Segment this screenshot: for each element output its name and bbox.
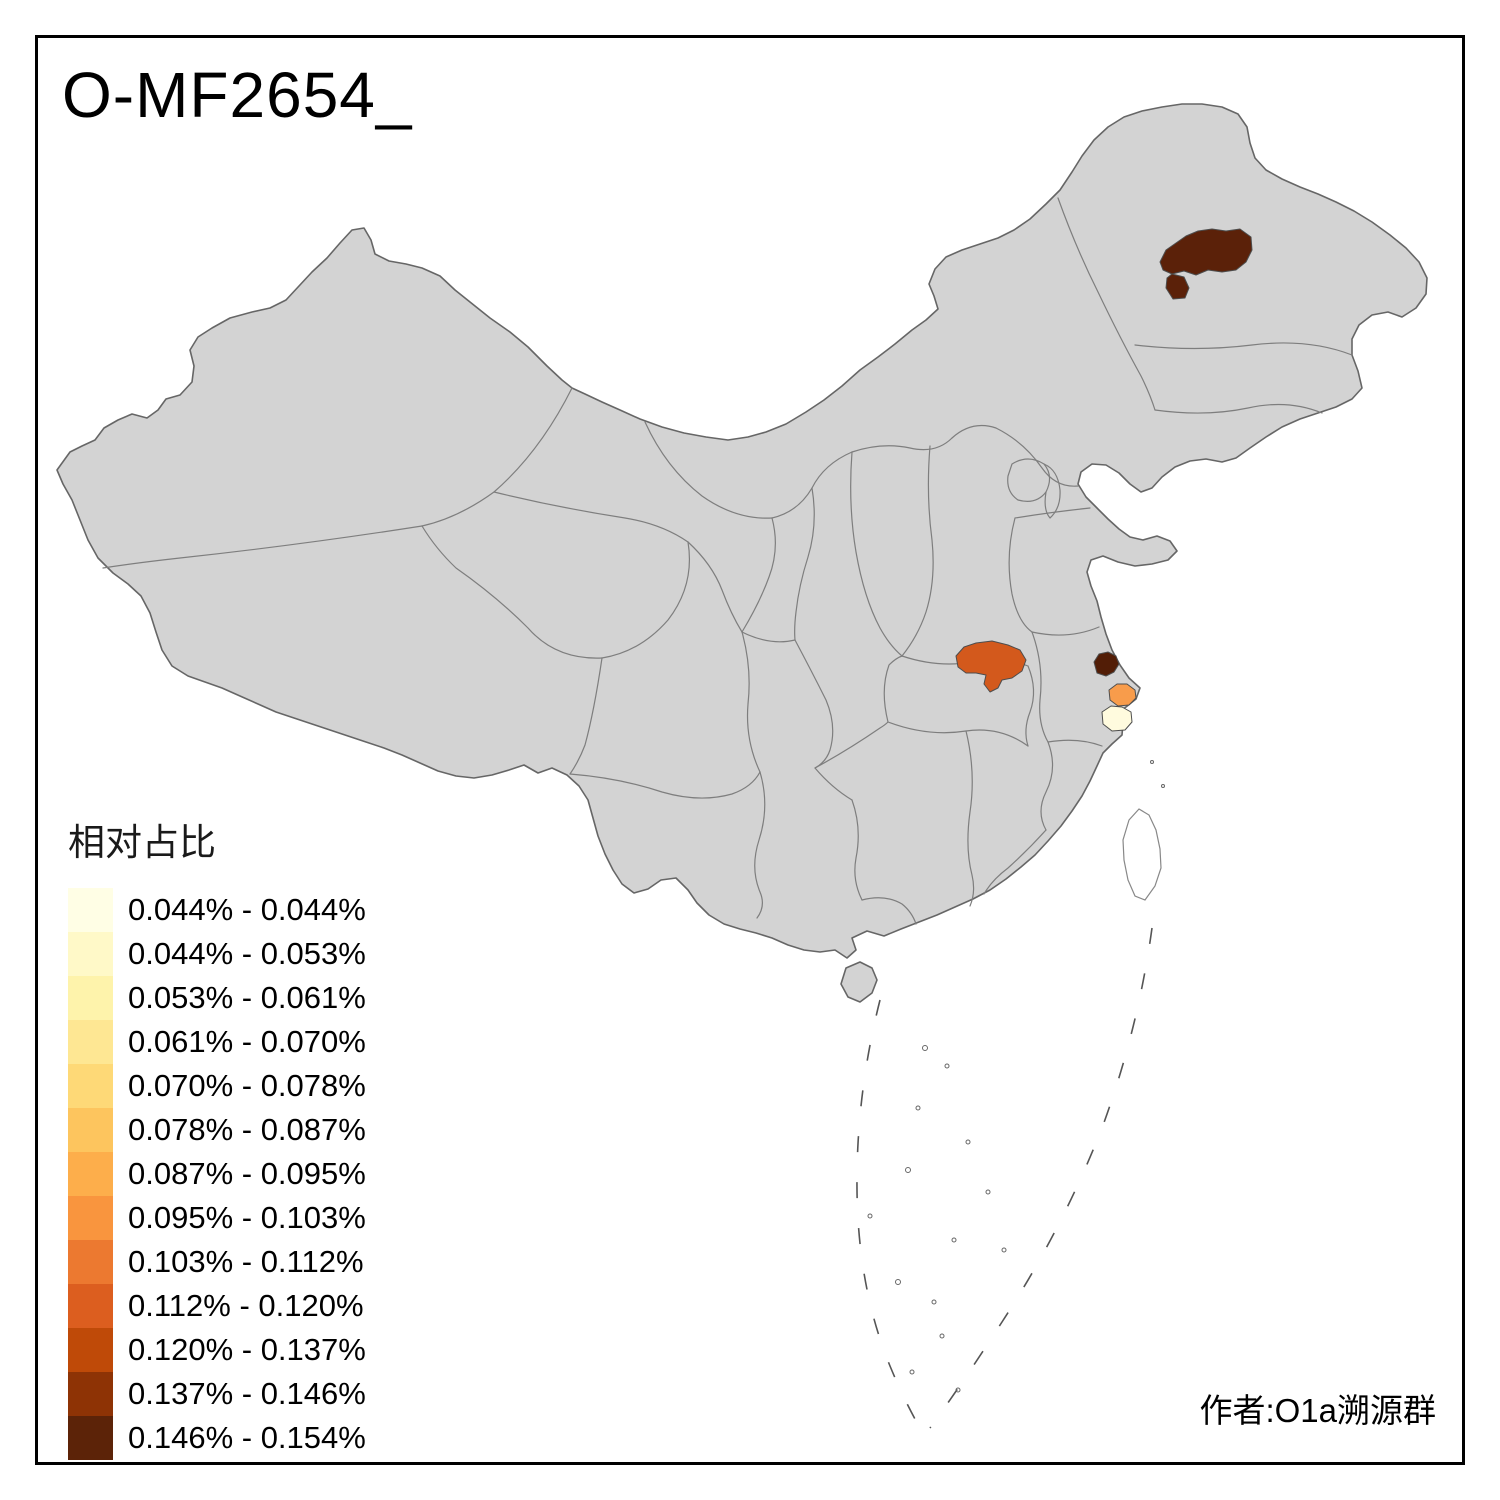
legend-label: 0.103% - 0.112% <box>128 1244 364 1279</box>
province-borders <box>102 197 1353 925</box>
legend-entry: 0.137% - 0.146% <box>68 1372 366 1416</box>
legend-title: 相对占比 <box>68 822 216 863</box>
legend-swatch <box>68 1020 113 1064</box>
legend-swatch <box>68 1328 113 1372</box>
legend-entry: 0.053% - 0.061% <box>68 976 366 1020</box>
legend: 相对占比 0.044% - 0.044% 0.044% - 0.053% 0.0… <box>68 812 366 1460</box>
region-north-zhejiang <box>1101 705 1133 732</box>
legend-label: 0.053% - 0.061% <box>128 980 366 1015</box>
legend-swatch <box>68 1284 113 1328</box>
legend-swatch <box>68 1416 113 1460</box>
legend-rows: 0.044% - 0.044% 0.044% - 0.053% 0.053% -… <box>68 888 366 1460</box>
legend-entry: 0.087% - 0.095% <box>68 1152 366 1196</box>
region-south-jiangsu <box>1093 651 1120 677</box>
legend-label: 0.095% - 0.103% <box>128 1200 366 1235</box>
legend-swatch <box>68 1196 113 1240</box>
legend-swatch <box>68 1152 113 1196</box>
sea-islands <box>867 760 1165 1393</box>
legend-swatch <box>68 932 113 976</box>
legend-entry: 0.044% - 0.044% <box>68 888 366 932</box>
region-northeast-harbin <box>1159 228 1253 300</box>
nine-dash-line <box>856 927 1153 1429</box>
legend-entry: 0.070% - 0.078% <box>68 1064 366 1108</box>
legend-entry: 0.120% - 0.137% <box>68 1328 366 1372</box>
legend-entry: 0.095% - 0.103% <box>68 1196 366 1240</box>
legend-swatch <box>68 888 113 932</box>
legend-label: 0.137% - 0.146% <box>128 1376 366 1411</box>
mainland-group <box>56 103 1428 1003</box>
china-mainland <box>56 103 1428 959</box>
region-central-china <box>955 640 1027 693</box>
legend-swatch <box>68 1240 113 1284</box>
legend-label: 0.044% - 0.053% <box>128 936 366 971</box>
hainan-island <box>840 961 878 1003</box>
attribution: 作者:O1a溯源群 <box>1199 1392 1436 1429</box>
legend-label: 0.078% - 0.087% <box>128 1112 366 1147</box>
legend-swatch <box>68 1064 113 1108</box>
legend-swatch <box>68 1372 113 1416</box>
legend-swatch <box>68 976 113 1020</box>
legend-label: 0.044% - 0.044% <box>128 892 366 927</box>
legend-entry: 0.078% - 0.087% <box>68 1108 366 1152</box>
region-shanghai-area <box>1108 683 1137 707</box>
legend-label: 0.070% - 0.078% <box>128 1068 366 1103</box>
legend-entry: 0.146% - 0.154% <box>68 1416 366 1460</box>
legend-label: 0.112% - 0.120% <box>128 1288 364 1323</box>
legend-label: 0.087% - 0.095% <box>128 1156 366 1191</box>
page-title: O-MF2654_ <box>62 59 413 131</box>
legend-label: 0.061% - 0.070% <box>128 1024 366 1059</box>
legend-entry: 0.103% - 0.112% <box>68 1240 366 1284</box>
legend-entry: 0.061% - 0.070% <box>68 1020 366 1064</box>
legend-entry: 0.044% - 0.053% <box>68 932 366 976</box>
taiwan-island <box>1122 808 1162 901</box>
highlighted-regions <box>955 228 1253 732</box>
legend-label: 0.120% - 0.137% <box>128 1332 366 1367</box>
legend-entry: 0.112% - 0.120% <box>68 1284 366 1328</box>
legend-label: 0.146% - 0.154% <box>128 1420 366 1455</box>
plot-frame <box>35 35 1465 1465</box>
legend-swatch <box>68 1108 113 1152</box>
